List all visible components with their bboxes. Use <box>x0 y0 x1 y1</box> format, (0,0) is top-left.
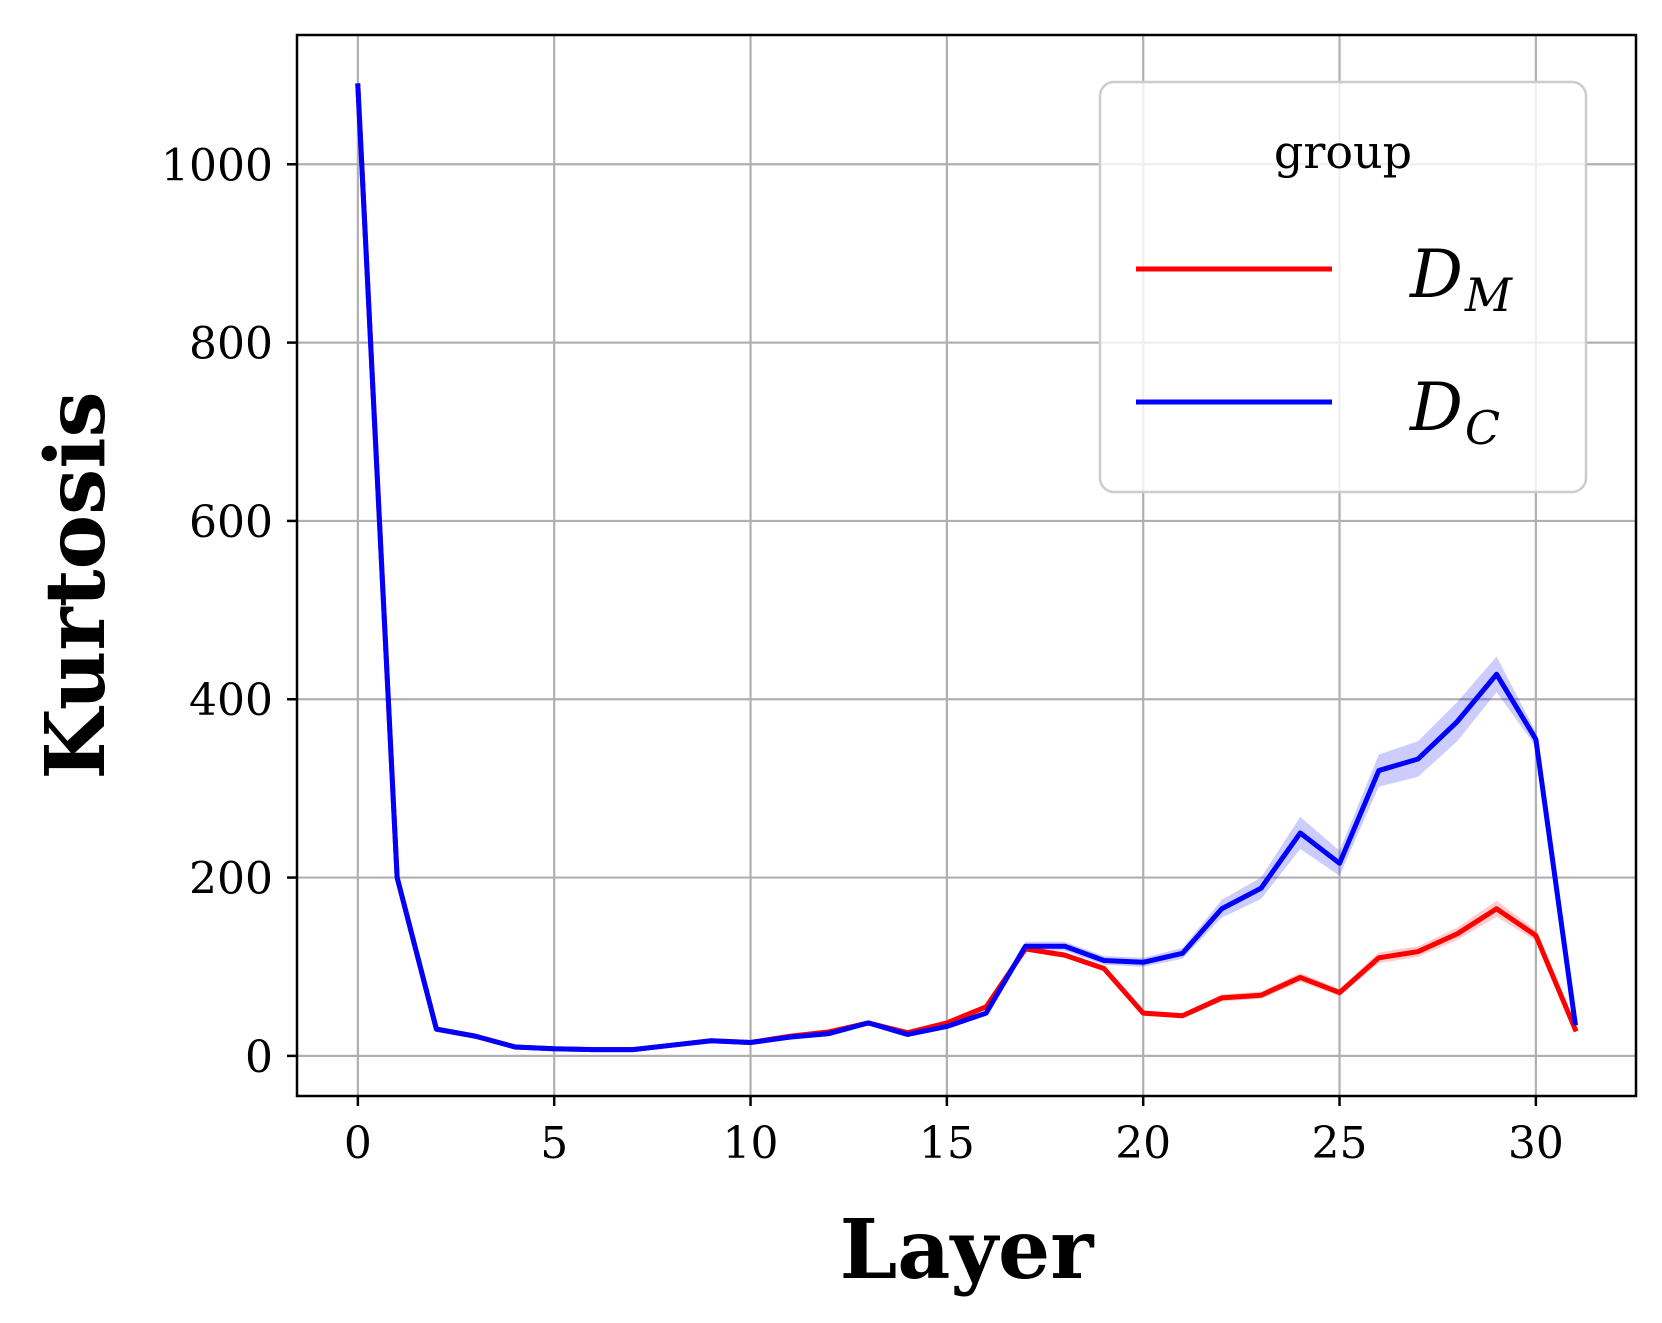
data-point-d-c <box>1574 1022 1576 1024</box>
data-point-d-m <box>946 1022 948 1024</box>
y-tick-label: 400 <box>189 675 273 726</box>
legend-title: group <box>1274 125 1412 179</box>
data-point-d-c <box>1221 908 1223 910</box>
data-point-d-m <box>1103 968 1105 970</box>
data-point-d-c <box>632 1049 634 1051</box>
data-point-d-c <box>514 1046 516 1048</box>
data-point-d-c <box>553 1048 555 1050</box>
x-tick-label: 10 <box>723 1118 779 1169</box>
data-point-d-m <box>985 1006 987 1008</box>
data-point-d-c <box>1103 959 1105 961</box>
legend-box <box>1098 80 1588 494</box>
data-point-d-c <box>1456 721 1458 723</box>
data-point-d-c <box>435 1028 437 1030</box>
data-point-d-c <box>1496 673 1498 675</box>
series-lines <box>355 83 1579 1053</box>
data-point-d-c <box>828 1033 830 1035</box>
data-point-d-c <box>1024 945 1026 947</box>
data-point-d-m <box>1339 992 1341 994</box>
data-point-d-c <box>946 1025 948 1027</box>
data-point-d-c <box>907 1033 909 1035</box>
axis-ticks: 0 5 10 15 20 25 30 0 200 400 600 800 1000 <box>161 140 1564 1169</box>
data-point-d-m <box>1299 976 1301 978</box>
plot-frame <box>295 33 1638 1098</box>
data-point-d-c <box>475 1035 477 1037</box>
y-axis-title: Kurtosis <box>28 391 124 779</box>
data-point-d-m <box>1378 957 1380 959</box>
data-point-d-m <box>1260 994 1262 996</box>
x-tick-label: 25 <box>1312 1118 1368 1169</box>
data-point-d-c <box>1260 887 1262 889</box>
data-point-d-c <box>867 1022 869 1024</box>
x-tick-label: 5 <box>540 1118 568 1169</box>
x-tick-label: 0 <box>344 1118 372 1169</box>
x-tick-label: 20 <box>1115 1118 1171 1169</box>
data-point-d-c <box>1299 832 1301 834</box>
data-point-d-c <box>710 1040 712 1042</box>
legend: group DM DC <box>1098 80 1588 494</box>
data-point-d-c <box>985 1012 987 1014</box>
x-tick-label: 30 <box>1508 1118 1564 1169</box>
data-point-d-m <box>1574 1028 1576 1030</box>
data-point-d-m <box>1535 935 1537 937</box>
y-tick-label: 200 <box>189 854 273 905</box>
legend-label-d-m: DM <box>1409 236 1514 322</box>
series-line-d-c <box>355 83 1578 1053</box>
data-point-d-c <box>750 1042 752 1044</box>
data-point-d-c <box>671 1044 673 1046</box>
x-axis-title: Layer <box>840 1202 1096 1298</box>
x-tick-label: 15 <box>919 1118 975 1169</box>
data-point-d-c <box>1378 770 1380 772</box>
y-tick-label: 1000 <box>161 140 273 191</box>
y-tick-label: 0 <box>245 1032 273 1083</box>
legend-label-d-c: DC <box>1409 369 1500 455</box>
data-point-d-m <box>1456 933 1458 935</box>
data-point-d-c <box>1142 961 1144 963</box>
data-point-d-c <box>1064 945 1066 947</box>
data-point-d-m <box>1496 908 1498 910</box>
data-point-d-m <box>1417 951 1419 953</box>
data-point-d-c <box>789 1036 791 1038</box>
y-tick-label: 800 <box>189 319 273 370</box>
data-point-d-c <box>1181 952 1183 954</box>
data-point-d-m <box>1181 1015 1183 1017</box>
data-point-d-c <box>1417 758 1419 760</box>
data-point-d-c <box>1535 738 1537 740</box>
data-point-d-m <box>1221 997 1223 999</box>
data-point-d-c <box>592 1049 594 1051</box>
data-point-d-m <box>1142 1012 1144 1014</box>
data-point-d-c <box>1339 862 1341 864</box>
data-point-d-c <box>396 877 398 879</box>
data-point-d-m <box>1064 954 1066 956</box>
y-tick-label: 600 <box>189 497 273 548</box>
data-point-d-c <box>357 85 359 87</box>
